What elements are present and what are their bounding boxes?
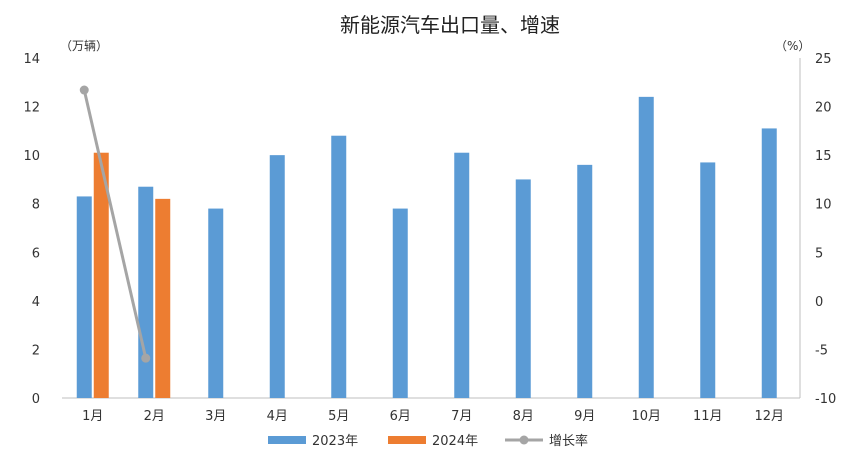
bar-2023 — [577, 164, 593, 398]
bar-series — [76, 96, 777, 398]
x-tick-label: 1月 — [82, 409, 103, 424]
bar-2023 — [76, 196, 92, 398]
x-tick-label: 8月 — [513, 409, 534, 424]
legend: 2023年 2024年 增长率 — [268, 433, 588, 449]
bar-2023 — [208, 208, 224, 398]
chart-title: 新能源汽车出口量、增速 — [340, 13, 560, 37]
bar-2024 — [155, 198, 171, 398]
x-tick-label: 4月 — [267, 409, 288, 424]
left-tick-label: 6 — [32, 246, 40, 261]
bar-2023 — [392, 208, 408, 398]
right-tick-label: 5 — [815, 246, 823, 261]
right-axis-ticks: -10 -5 0 5 10 15 20 25 — [815, 52, 836, 407]
left-axis-ticks: 0 2 4 6 8 10 12 14 — [23, 52, 40, 407]
legend-label: 2024年 — [432, 434, 478, 449]
x-axis-ticks: 1月 2月 3月 4月 5月 6月 7月 8月 9月 10月 11月 12月 — [82, 409, 784, 424]
left-tick-label: 14 — [23, 52, 40, 67]
x-tick-label: 6月 — [390, 409, 411, 424]
bar-2023 — [700, 162, 716, 398]
x-tick-label: 11月 — [693, 409, 723, 424]
bar-2023 — [515, 179, 531, 398]
legend-swatch — [268, 436, 306, 444]
x-tick-label: 12月 — [754, 409, 784, 424]
right-tick-label: 15 — [815, 149, 832, 164]
legend-marker — [519, 435, 529, 445]
right-tick-label: 0 — [815, 295, 823, 310]
left-axis-unit: （万辆） — [60, 39, 108, 53]
x-tick-label: 7月 — [451, 409, 472, 424]
bar-2023 — [138, 186, 154, 398]
x-tick-label: 5月 — [328, 409, 349, 424]
line-series — [79, 85, 151, 363]
left-tick-label: 4 — [32, 295, 40, 310]
left-tick-label: 2 — [32, 343, 40, 358]
growth-rate-point — [79, 85, 89, 95]
legend-swatch — [388, 436, 426, 444]
bar-2023 — [454, 152, 470, 398]
x-tick-label: 10月 — [631, 409, 661, 424]
legend-label: 增长率 — [549, 433, 588, 449]
right-tick-label: -10 — [815, 392, 836, 407]
bar-2023 — [638, 96, 654, 398]
x-tick-label: 3月 — [205, 409, 226, 424]
growth-rate-line — [82, 89, 148, 359]
right-tick-label: 10 — [815, 198, 832, 213]
growth-rate-point — [141, 353, 151, 363]
left-tick-label: 8 — [32, 198, 40, 213]
right-axis-unit: （%） — [775, 39, 810, 53]
legend-label: 2023年 — [312, 434, 358, 449]
right-tick-label: 25 — [815, 52, 832, 67]
bar-2024 — [93, 152, 109, 398]
x-tick-label: 2月 — [144, 409, 165, 424]
x-tick-label: 9月 — [574, 409, 595, 424]
right-tick-label: -5 — [815, 343, 828, 358]
bar-2023 — [331, 135, 347, 398]
left-tick-label: 0 — [32, 392, 40, 407]
left-tick-label: 10 — [23, 149, 40, 164]
left-tick-label: 12 — [23, 101, 40, 116]
right-tick-label: 20 — [815, 101, 832, 116]
bar-2023 — [269, 155, 285, 398]
bar-2023 — [761, 128, 777, 398]
